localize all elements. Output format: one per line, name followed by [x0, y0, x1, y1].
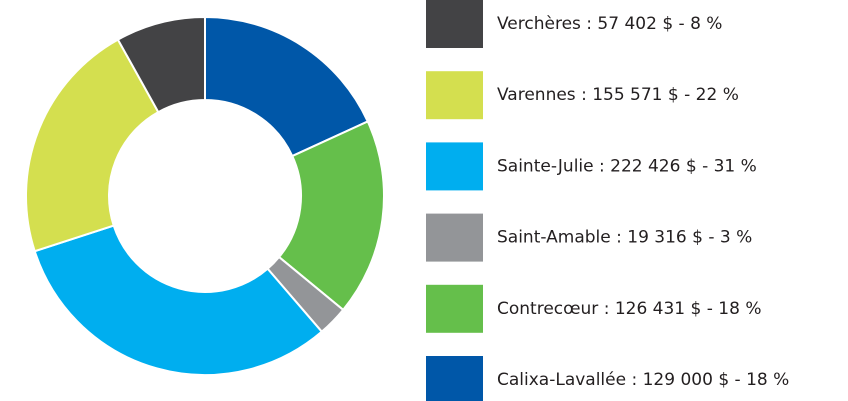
legend-swatch: [426, 71, 483, 120]
legend-swatch: [426, 0, 483, 48]
legend-label: Contrecœur : 126 431 $ - 18 %: [497, 299, 761, 319]
legend-label: Verchères : 57 402 $ - 8 %: [497, 14, 722, 34]
donut-slice: [25, 38, 160, 253]
donut-slice: [116, 15, 206, 114]
legend-label: Varennes : 155 571 $ - 22 %: [497, 85, 739, 105]
legend-swatch: [426, 284, 483, 333]
legend-label: Saint-Amable : 19 316 $ - 3 %: [497, 228, 752, 248]
legend-swatch: [426, 213, 483, 262]
legend-label: Sainte-Julie : 222 426 $ - 31 %: [497, 156, 757, 176]
legend-label: Calixa-Lavallée : 129 000 $ - 18 %: [497, 370, 789, 390]
donut-slice: [33, 224, 324, 376]
donut-slice: [204, 15, 370, 158]
legend-swatch: [426, 142, 483, 191]
legend-swatch: [426, 356, 483, 401]
